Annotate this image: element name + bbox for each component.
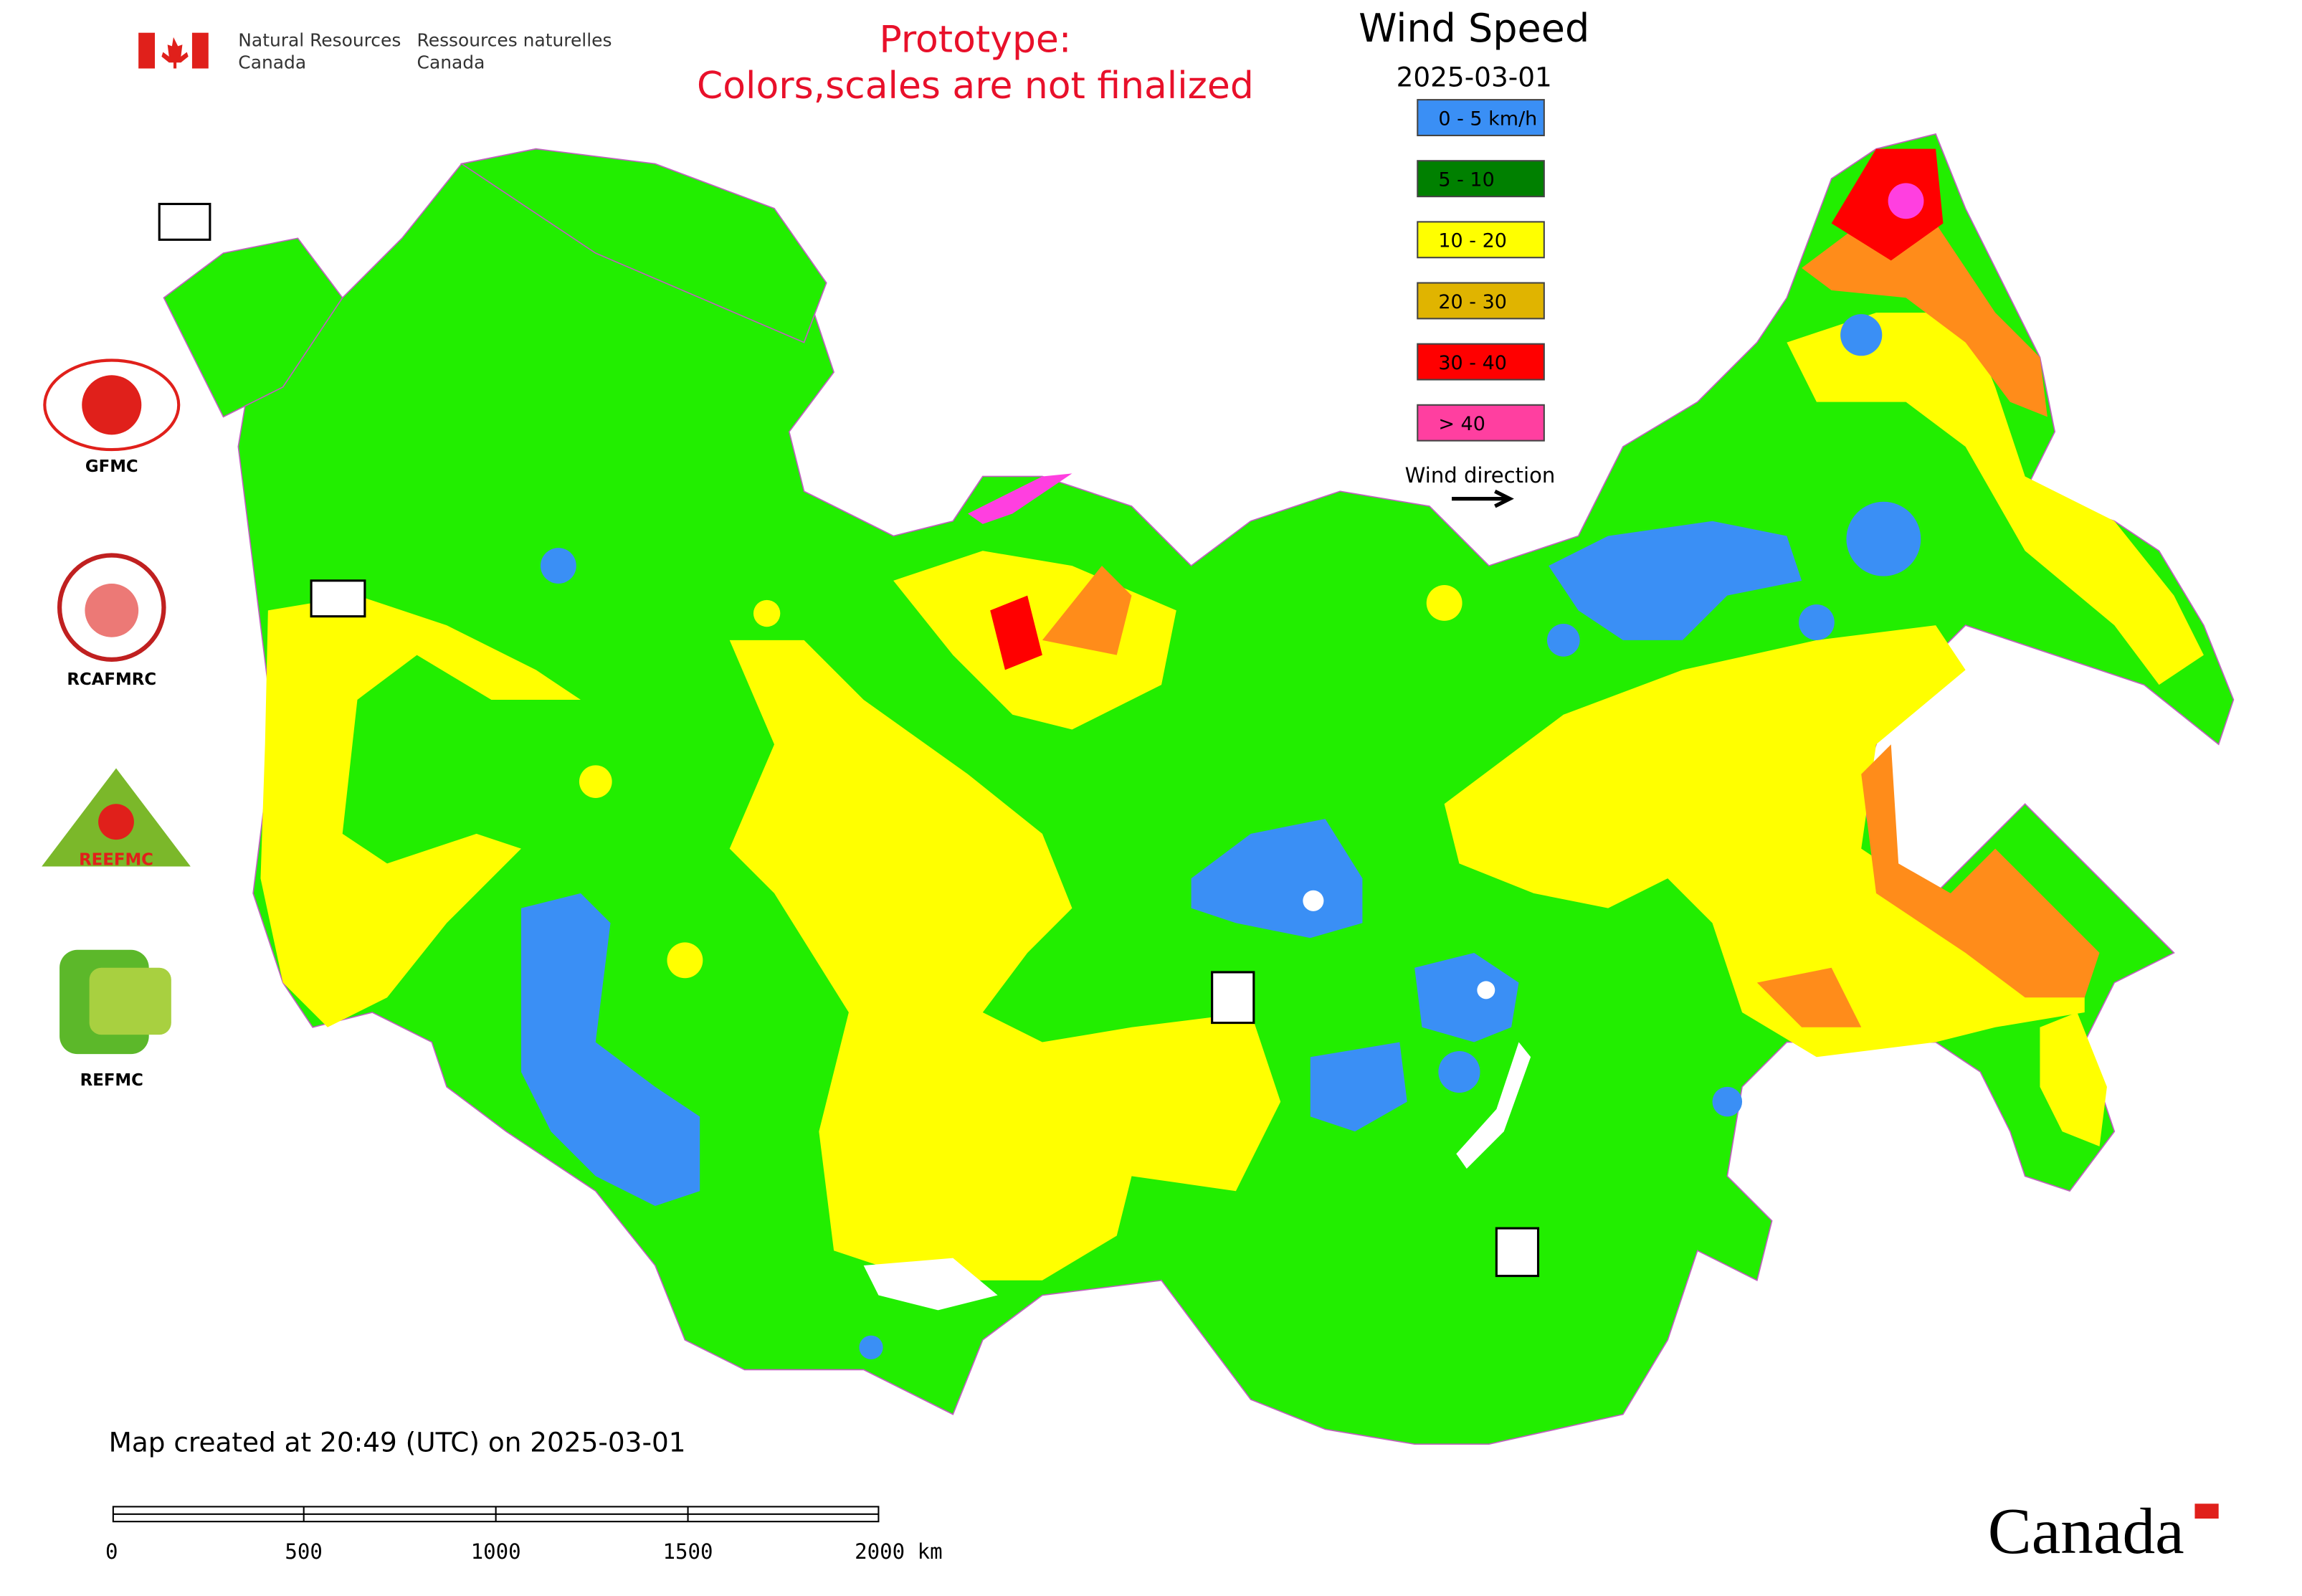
wind-zone-20-30: [1802, 223, 2047, 417]
header-text: Ressources naturelles: [417, 29, 612, 50]
header-text: Canada: [238, 52, 306, 73]
legend-label: > 40: [1438, 413, 1485, 435]
reefmc-logo: [42, 768, 191, 867]
legend-swatch: [1417, 221, 1545, 259]
map-marker: [1211, 971, 1255, 1025]
wind-zone-0-5: [1414, 952, 1519, 1042]
legend-swatch: [1417, 282, 1545, 320]
wind-zone-0-5: [1712, 1086, 1743, 1117]
header-text: Natural Resources: [238, 29, 401, 50]
partner-label: RCAFMRC: [67, 670, 156, 689]
legend-label: 20 - 30: [1438, 291, 1507, 313]
wind-zone-10-20: [753, 599, 781, 627]
wind-zone-10-20: [667, 942, 703, 979]
legend-swatch: [1417, 404, 1545, 442]
wordmark-flag: [2194, 1504, 2219, 1519]
lake-baikal: [1456, 1042, 1531, 1169]
wind-zone-0-5: [1438, 1051, 1480, 1093]
wind-zone-10-20: [260, 595, 581, 1027]
lake: [863, 1258, 998, 1311]
scale-label: 0: [105, 1539, 118, 1564]
flag-band: [138, 32, 156, 69]
wind-zone-30-40: [990, 595, 1042, 670]
scale-label: 1000: [471, 1539, 521, 1564]
gfmc-logo: [43, 358, 181, 452]
wind-zone-20-30: [1042, 566, 1132, 655]
legend-date: 2025-03-01: [1397, 61, 1552, 92]
scale-bar: [112, 1506, 880, 1523]
wind-zone-10-20: [2040, 1012, 2107, 1146]
wind-zone-10-20: [1426, 585, 1462, 621]
wind-zone-0-5: [1798, 604, 1835, 640]
wind-zone-0-5: [1846, 501, 1921, 576]
legend-swatch: [1417, 99, 1545, 136]
logo-flame: [98, 804, 134, 840]
wind-zone-over-40: [1888, 183, 1924, 219]
flag-band: [191, 32, 209, 69]
novaya-zemlya: [968, 473, 1072, 524]
notice-text: Colors,scales are not finalized: [697, 65, 1254, 108]
rcafmrc-logo: [57, 553, 166, 662]
legend-label: 10 - 20: [1438, 230, 1507, 252]
legend-title: Wind Speed: [1359, 6, 1589, 51]
canada-wordmark: Canada: [1988, 1495, 2184, 1567]
direction-arrow: [1452, 489, 1514, 508]
partner-label: REFMC: [80, 1071, 143, 1090]
partner-label: REEFMC: [79, 850, 153, 869]
refmc-logo: [60, 949, 171, 1055]
partner-label: GFMC: [85, 457, 138, 476]
legend-label: 0 - 5 km/h: [1438, 108, 1537, 130]
scale-label: 1500: [663, 1539, 713, 1564]
wind-zone-0-5: [1310, 1042, 1407, 1132]
scale-label: 500: [285, 1539, 323, 1564]
legend-swatch: [1417, 343, 1545, 381]
wind-zone-20-30: [1756, 967, 1862, 1027]
wind-zone-0-5: [1840, 314, 1883, 356]
wind-zone-10-20: [1787, 313, 2204, 685]
created-text: Map created at 20:49 (UTC) on 2025-03-01: [109, 1427, 686, 1458]
map-marker: [310, 579, 366, 618]
wind-zone-10-20: [729, 640, 1281, 1281]
maple-leaf: [161, 37, 189, 69]
legend-label: 30 - 40: [1438, 352, 1507, 374]
canada-flag: [138, 32, 209, 69]
wind-zone-0-5: [1546, 624, 1580, 657]
wind-zone-10-20: [1444, 625, 2085, 1058]
map-marker: [158, 202, 211, 241]
notice-text: Prototype:: [879, 19, 1071, 62]
scale-label: 2000 km: [855, 1539, 942, 1564]
lake: [1477, 981, 1495, 999]
header-text: Canada: [417, 52, 485, 73]
wind-zone-10-20: [579, 765, 612, 798]
wind-zone-0-5: [859, 1335, 883, 1359]
wind-zone-0-5: [1549, 521, 1802, 640]
logo-flame: [82, 375, 142, 435]
map: [163, 133, 2235, 1445]
direction-label: Wind direction: [1405, 463, 1556, 488]
logo-flame: [85, 583, 139, 637]
map-marker: [1495, 1227, 1540, 1278]
lake: [1303, 890, 1324, 911]
wind-zone-0-5: [540, 548, 576, 584]
wind-zone-0-5: [520, 893, 700, 1206]
legend-swatch: [1417, 160, 1545, 198]
wind-zone-20-30: [1861, 744, 2100, 998]
logo-ring: [43, 358, 181, 452]
island: [163, 237, 343, 418]
logo-panel: [89, 967, 171, 1035]
island: [460, 148, 827, 343]
legend: Wind Speed 2025-03-01 Wind direction 0 -…: [1359, 6, 1589, 508]
legend-label: 5 - 10: [1438, 169, 1494, 191]
